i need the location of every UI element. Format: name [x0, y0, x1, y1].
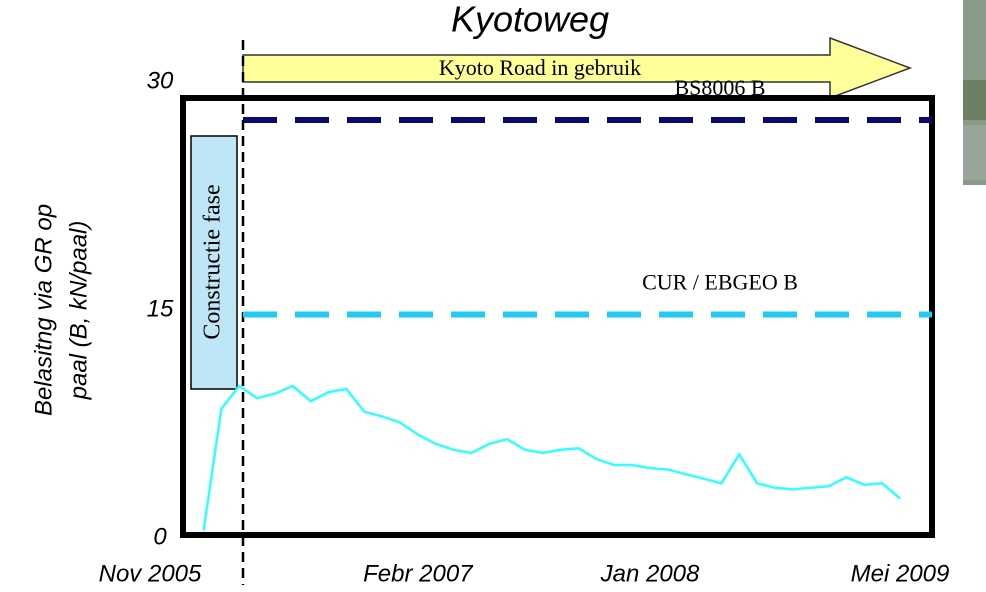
y-tick-label: 30	[147, 67, 174, 94]
data-line	[204, 386, 900, 530]
y-tick-label: 0	[153, 523, 167, 550]
photo-strip	[963, 80, 986, 120]
banner-label: Kyoto Road in gebruik	[439, 55, 641, 80]
chart-title: Kyotoweg	[451, 0, 609, 40]
chart: Kyotoweg Kyoto Road in gebruik Construct…	[0, 0, 986, 592]
photo-strip	[963, 125, 986, 180]
x-tick-label: Febr 2007	[363, 560, 474, 587]
x-tick-label: Nov 2005	[99, 560, 202, 587]
reference-label: BS8006 B	[674, 75, 765, 100]
y-axis-label: Belasitng via GR op	[30, 204, 57, 416]
x-tick-label: Jan 2008	[600, 560, 700, 587]
y-tick-label: 15	[147, 295, 174, 322]
reference-label: CUR / EBGEO B	[642, 270, 798, 295]
y-axis-label: paal (B, kN/paal)	[65, 221, 92, 401]
x-tick-label: Mei 2009	[851, 560, 950, 587]
phase-label: Constructie fase	[200, 184, 226, 339]
